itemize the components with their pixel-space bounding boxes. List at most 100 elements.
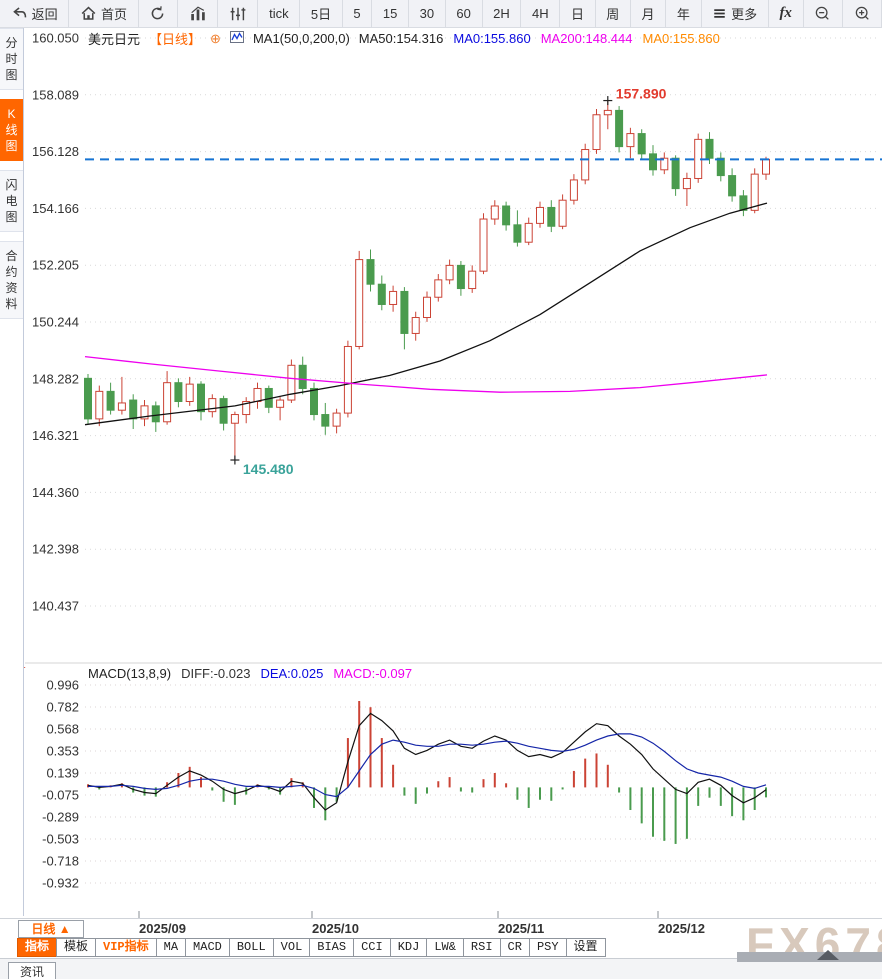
macd-y-axis-label: -0.289 xyxy=(42,810,79,825)
y-axis-label: 156.128 xyxy=(32,144,79,159)
candle xyxy=(581,149,590,181)
sidebar-item-contract-info[interactable]: 合 约 资 料 xyxy=(0,241,23,319)
candle xyxy=(479,218,488,272)
macd-y-axis-label: -0.932 xyxy=(42,876,79,891)
candle xyxy=(423,296,431,319)
sidebar-item-kline[interactable]: K 线 图 xyxy=(0,99,23,161)
ma-value-3: MA0:155.860 xyxy=(642,31,720,46)
interval-60-button[interactable]: 60 xyxy=(446,0,483,27)
candle xyxy=(129,399,138,420)
tab-boll[interactable]: BOLL xyxy=(228,938,274,957)
scrollbar[interactable] xyxy=(737,950,882,962)
x-axis-row: 日线 ▲ 2025/09 2025/10 2025/11 2025/12 xyxy=(0,918,882,938)
tab-vip-indicators[interactable]: VIP指标 xyxy=(95,938,157,957)
tab-cr[interactable]: CR xyxy=(499,938,530,957)
y-axis-label: 158.089 xyxy=(32,87,79,102)
candle xyxy=(705,138,714,159)
candle xyxy=(592,114,601,151)
interval-week-button[interactable]: 周 xyxy=(596,0,631,27)
sidebar-item-lightning[interactable]: 闪 电 图 xyxy=(0,170,23,232)
interval-60-button-label: 60 xyxy=(456,6,471,21)
chart-stats-button[interactable] xyxy=(178,0,219,27)
sidebar-item-timeshare[interactable]: 分 时 图 xyxy=(0,28,23,90)
macd-y-axis-label: 0.782 xyxy=(46,700,79,715)
tab-lwr[interactable]: LW& xyxy=(426,938,464,957)
more-button[interactable]: 更多 xyxy=(702,0,769,27)
candle xyxy=(377,283,386,305)
candle xyxy=(84,377,92,420)
interval-tick-button[interactable]: tick xyxy=(258,0,301,27)
macd-header: MACD(13,8,9) DIFF:-0.023 DEA:0.025 MACD:-0… xyxy=(88,666,412,681)
candle xyxy=(536,206,544,224)
tab-psy[interactable]: PSY xyxy=(528,938,567,957)
macd-y-axis-label: -0.718 xyxy=(42,854,79,869)
ma-settings-label: MA1(50,0,200,0) xyxy=(252,31,350,46)
interval-5-button[interactable]: 5 xyxy=(343,0,373,27)
interval-year-button[interactable]: 年 xyxy=(666,0,702,27)
tab-indicators[interactable]: 指标 xyxy=(17,938,58,957)
macd-dea-line xyxy=(88,733,767,798)
candle xyxy=(174,382,183,403)
candle xyxy=(603,109,612,116)
candle xyxy=(140,405,149,420)
y-axis-label: 154.166 xyxy=(32,201,79,216)
candle xyxy=(615,109,624,148)
tab-news[interactable]: 资讯 xyxy=(8,962,56,979)
candle xyxy=(163,382,172,423)
candle xyxy=(626,133,635,148)
interval-daily-button[interactable]: 日 xyxy=(560,0,596,27)
period-label: 【日线】 xyxy=(149,32,202,47)
tab-vol[interactable]: VOL xyxy=(272,938,311,957)
y-axis-label: 146.321 xyxy=(32,428,79,443)
interval-15-button[interactable]: 15 xyxy=(372,0,409,27)
y-axis-label: 152.205 xyxy=(32,258,79,273)
fx-button[interactable]: fx xyxy=(769,0,804,27)
collapse-arrow-icon[interactable] xyxy=(817,950,839,960)
interval-30-button-label: 30 xyxy=(419,6,435,21)
y-axis-label: 148.282 xyxy=(32,371,79,386)
candle xyxy=(513,224,522,243)
interval-30-button[interactable]: 30 xyxy=(409,0,446,27)
macd-value-2: MACD:-0.097 xyxy=(333,666,413,681)
interval-5d-button[interactable]: 5日 xyxy=(300,0,343,27)
zoom-out-button[interactable] xyxy=(804,0,843,27)
tab-ma[interactable]: MA xyxy=(155,938,187,957)
tab-templates[interactable]: 模板 xyxy=(56,938,97,957)
high-annotation: 157.890 xyxy=(616,86,667,102)
line-chart-icon xyxy=(229,31,244,46)
zoom-out-icon xyxy=(814,5,831,22)
period-selector-button[interactable]: 日线 ▲ xyxy=(18,920,84,938)
tab-rsi[interactable]: RSI xyxy=(462,938,501,957)
top-toolbar: 返回 首页 tick 5日 5 15 30 60 2H 4H 日 周 月 年 更多 fx xyxy=(0,0,882,28)
tab-bias[interactable]: BIAS xyxy=(309,938,355,957)
sliders-button[interactable] xyxy=(218,0,259,27)
candle xyxy=(389,290,398,305)
interval-month-button[interactable]: 月 xyxy=(631,0,667,27)
tab-kdj[interactable]: KDJ xyxy=(389,938,428,957)
home-button[interactable]: 首页 xyxy=(69,0,139,27)
zoom-in-button[interactable] xyxy=(843,0,882,27)
candle xyxy=(671,157,680,190)
candle xyxy=(750,173,759,211)
interval-2h-button[interactable]: 2H xyxy=(483,0,522,27)
macd-value-0: DIFF:-0.023 xyxy=(181,666,251,681)
interval-5-button-label: 5 xyxy=(353,6,361,21)
add-indicator-icon[interactable]: ⊕ xyxy=(210,30,221,46)
candle xyxy=(739,195,748,211)
tab-macd[interactable]: MACD xyxy=(185,938,230,957)
candle xyxy=(502,205,511,226)
candle xyxy=(298,364,307,389)
refresh-button[interactable] xyxy=(139,0,178,27)
interval-year-button-label: 年 xyxy=(676,7,690,22)
interval-day-button[interactable]: 4H xyxy=(521,0,561,27)
ma50-line xyxy=(84,202,768,426)
y-axis-label: 160.050 xyxy=(32,31,79,46)
tab-settings[interactable]: 设置 xyxy=(565,938,606,957)
back-button[interactable]: 返回 xyxy=(0,0,70,27)
chart-header: 美元日元 【日线】 ⊕ MA1(50,0,200,0) MA50:154.316… xyxy=(88,29,720,48)
candle xyxy=(468,270,477,290)
macd-values: DIFF:-0.023 DEA:0.025 MACD:-0.097 xyxy=(181,666,412,681)
home-icon xyxy=(80,5,97,22)
tab-cci[interactable]: CCI xyxy=(353,938,391,957)
